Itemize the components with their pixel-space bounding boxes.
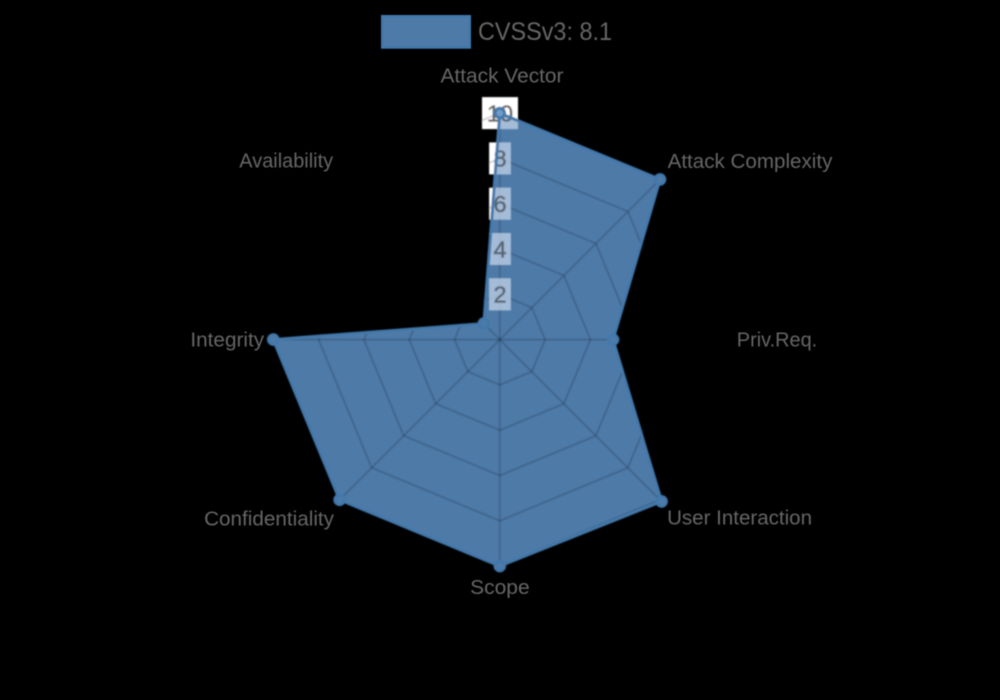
- svg-text:User Interaction: User Interaction: [667, 507, 812, 529]
- svg-text:CVSSv3: 8.1: CVSSv3: 8.1: [478, 18, 612, 46]
- svg-text:4: 4: [493, 236, 506, 262]
- svg-text:Attack Vector: Attack Vector: [441, 66, 564, 88]
- svg-text:Scope: Scope: [470, 577, 530, 599]
- svg-text:Integrity: Integrity: [190, 329, 264, 351]
- svg-text:Availability: Availability: [239, 151, 333, 173]
- svg-text:Attack Complexity: Attack Complexity: [668, 151, 833, 173]
- svg-text:6: 6: [493, 191, 506, 217]
- svg-text:Confidentiality: Confidentiality: [204, 509, 334, 531]
- svg-text:Priv.Req.: Priv.Req.: [737, 329, 817, 351]
- svg-text:2: 2: [493, 282, 506, 308]
